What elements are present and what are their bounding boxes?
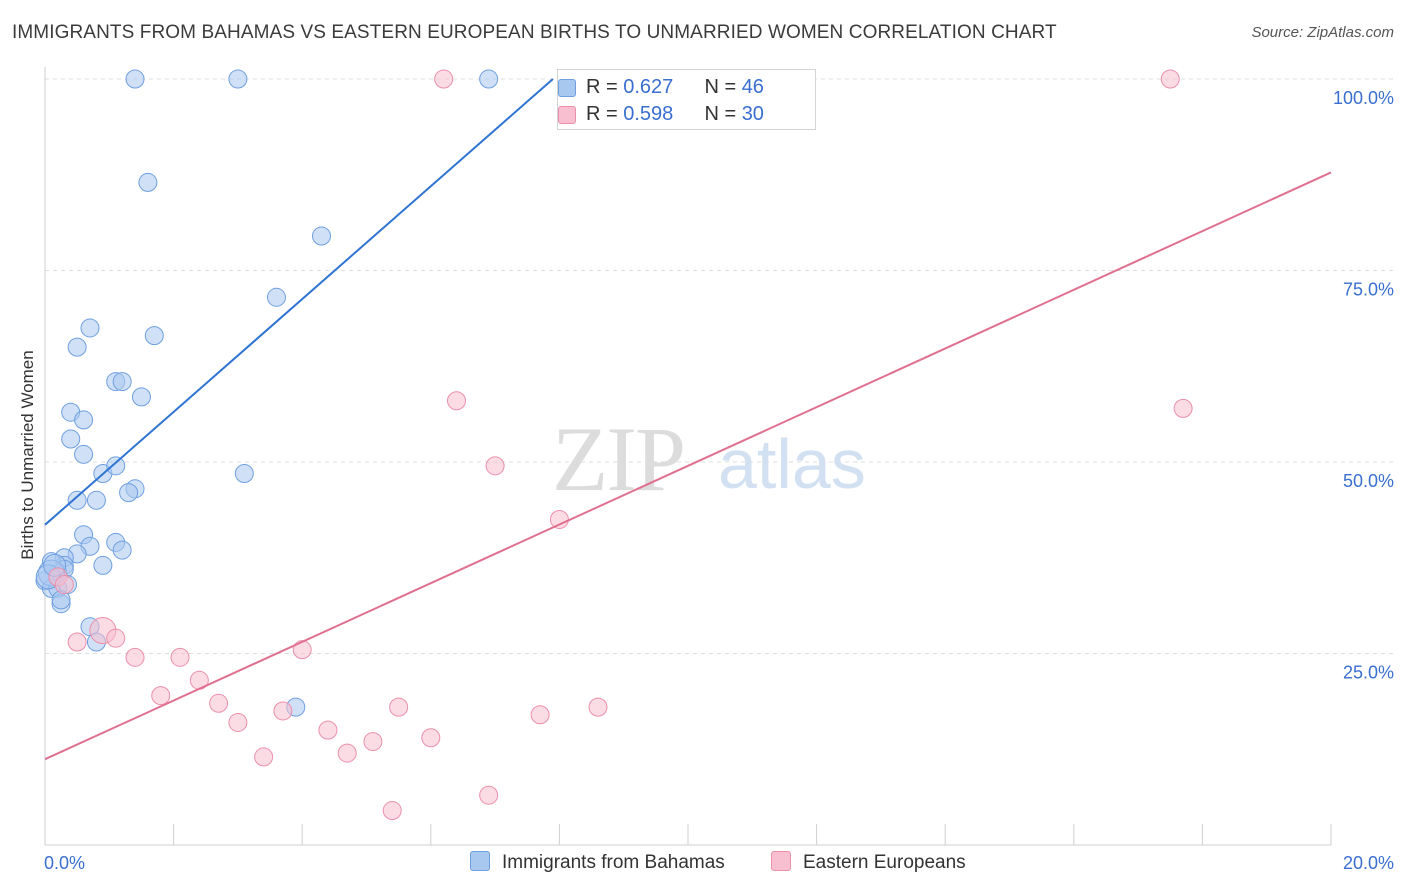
eastern-europeans-point bbox=[588, 697, 608, 717]
eastern-europeans-point bbox=[1173, 398, 1193, 418]
legend-label-bahamas: Immigrants from Bahamas bbox=[502, 852, 725, 873]
bahamas-point bbox=[93, 555, 113, 575]
eastern-europeans-point bbox=[421, 728, 441, 748]
eastern-europeans-legend-swatch-icon bbox=[771, 851, 791, 871]
eastern-europeans-point bbox=[228, 712, 248, 732]
stats-row-eastern-europeans: R = 0.598 N = 30 bbox=[558, 103, 764, 126]
y-tick-label: 75.0% bbox=[1343, 280, 1394, 300]
r-value: 0.598 bbox=[623, 103, 674, 125]
n-label: N = bbox=[704, 103, 742, 125]
bahamas-point bbox=[311, 226, 331, 246]
y-tick-label: 25.0% bbox=[1343, 663, 1394, 683]
bahamas-point bbox=[138, 172, 158, 192]
y-axis-label: Births to Unmarried Women bbox=[18, 350, 37, 560]
eastern-europeans-point bbox=[106, 628, 126, 648]
axes bbox=[44, 67, 1332, 846]
bahamas-point bbox=[106, 456, 126, 476]
n-label: N = bbox=[704, 76, 742, 98]
bahamas-point bbox=[74, 410, 94, 430]
eastern-europeans-point bbox=[54, 575, 74, 595]
eastern-europeans-point bbox=[318, 720, 338, 740]
bahamas-point bbox=[266, 287, 286, 307]
bahamas-trend-line bbox=[44, 78, 554, 526]
bahamas-point bbox=[67, 337, 87, 357]
eastern-europeans-point bbox=[151, 686, 171, 706]
watermark-atlas: atlas bbox=[718, 425, 866, 503]
n-value: 30 bbox=[741, 103, 764, 125]
y-tick-label: 50.0% bbox=[1343, 471, 1394, 491]
eastern-europeans-point bbox=[1160, 69, 1180, 89]
eastern-europeans-point bbox=[434, 69, 454, 89]
bahamas-swatch-icon bbox=[558, 79, 576, 97]
eastern-europeans-point bbox=[67, 632, 87, 652]
bahamas-point bbox=[131, 387, 151, 407]
eastern-europeans-trend-line bbox=[44, 171, 1332, 761]
bahamas-point bbox=[51, 590, 71, 610]
eastern-europeans-point bbox=[337, 743, 357, 763]
eastern-europeans-point bbox=[254, 747, 274, 767]
trend-lines bbox=[44, 78, 1332, 761]
eastern-europeans-point bbox=[485, 456, 505, 476]
legend-item-eastern-europeans[interactable]: Eastern Europeans bbox=[771, 851, 966, 874]
eastern-europeans-point bbox=[549, 509, 569, 529]
bahamas-point bbox=[80, 318, 100, 338]
source-label: Source: ZipAtlas.com bbox=[1251, 24, 1394, 41]
watermark: ZIP atlas bbox=[552, 408, 866, 510]
eastern-europeans-point bbox=[292, 640, 312, 660]
bahamas-point bbox=[67, 490, 87, 510]
points bbox=[35, 69, 1193, 821]
eastern-europeans-point bbox=[273, 701, 293, 721]
eastern-europeans-point bbox=[447, 391, 467, 411]
chart-title: IMMIGRANTS FROM BAHAMAS VS EASTERN EUROP… bbox=[12, 22, 1057, 43]
eastern-europeans-point bbox=[170, 647, 190, 667]
bahamas-point bbox=[112, 372, 132, 392]
bahamas-point bbox=[86, 490, 106, 510]
watermark-zip: ZIP bbox=[552, 408, 684, 510]
r-value: 0.627 bbox=[623, 76, 674, 98]
r-label: R = bbox=[586, 103, 624, 125]
bahamas-point bbox=[144, 326, 164, 346]
bahamas-point bbox=[74, 444, 94, 464]
eastern-europeans-point bbox=[530, 705, 550, 725]
bahamas-point bbox=[234, 463, 254, 483]
bahamas-legend-swatch-icon bbox=[470, 851, 490, 871]
r-label: R = bbox=[586, 76, 624, 98]
tick-labels: 25.0% 50.0% 75.0% 100.0% 0.0% 20.0% bbox=[44, 88, 1394, 873]
bahamas-point bbox=[228, 69, 248, 89]
grid bbox=[45, 78, 1394, 654]
legend-label-eastern-europeans: Eastern Europeans bbox=[803, 852, 966, 873]
eastern-europeans-swatch-icon bbox=[558, 106, 576, 124]
eastern-europeans-point bbox=[125, 647, 145, 667]
eastern-europeans-point bbox=[209, 693, 229, 713]
bahamas-point bbox=[125, 69, 145, 89]
x-tick-label: 0.0% bbox=[44, 853, 85, 873]
eastern-europeans-point bbox=[389, 697, 409, 717]
bahamas-point bbox=[119, 483, 139, 503]
n-value: 46 bbox=[741, 76, 764, 98]
stats-legend: R = 0.627 N = 46 R = 0.598 N = 30 bbox=[557, 69, 816, 130]
legend-item-bahamas[interactable]: Immigrants from Bahamas bbox=[470, 851, 725, 874]
stats-row-bahamas: R = 0.627 N = 46 bbox=[558, 76, 764, 99]
x-tick-label: 20.0% bbox=[1343, 853, 1394, 873]
eastern-europeans-point bbox=[382, 801, 402, 821]
bahamas-point bbox=[479, 69, 499, 89]
eastern-europeans-point bbox=[479, 785, 499, 805]
bahamas-point bbox=[112, 540, 132, 560]
eastern-europeans-point bbox=[363, 732, 383, 752]
bahamas-point bbox=[61, 429, 81, 449]
y-tick-label: 100.0% bbox=[1333, 88, 1394, 108]
